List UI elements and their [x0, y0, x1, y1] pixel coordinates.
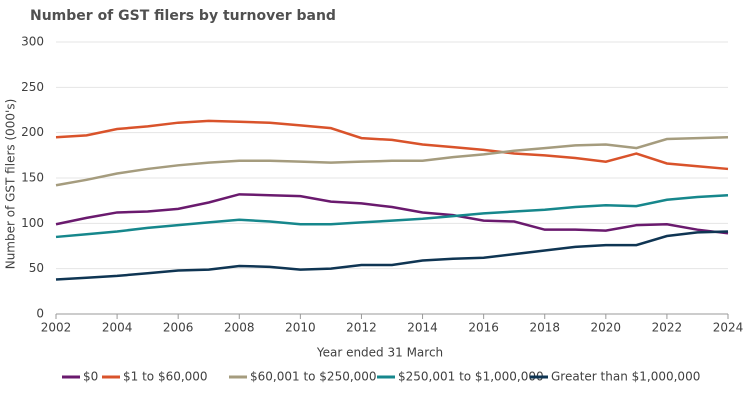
x-tick-label: 2016 — [468, 321, 499, 335]
x-tick-label: 2004 — [102, 321, 133, 335]
x-tick-label: 2006 — [163, 321, 194, 335]
y-tick-label: 150 — [21, 171, 44, 185]
y-tick-label: 250 — [21, 80, 44, 94]
y-tick-label: 200 — [21, 125, 44, 139]
x-tick-label: 2024 — [713, 321, 744, 335]
series-line — [55, 193, 729, 239]
legend-label: $250,001 to $1,000,000 — [398, 370, 544, 384]
chart-title: Number of GST filers by turnover band — [30, 8, 336, 24]
x-tick-label: 2002 — [41, 321, 72, 335]
y-tick-label: 100 — [21, 216, 44, 230]
series-line — [55, 193, 729, 235]
y-axis-label: Number of GST filers (000's) — [4, 99, 18, 270]
x-tick-label: 2012 — [346, 321, 377, 335]
x-tick-label: 2022 — [652, 321, 683, 335]
x-tick-label: 2014 — [407, 321, 438, 335]
series-line — [55, 119, 729, 171]
x-tick-label: 2020 — [591, 321, 622, 335]
legend-label: $0 — [83, 370, 98, 384]
legend-label: $1 to $60,000 — [123, 370, 208, 384]
series-line — [55, 135, 729, 187]
x-tick-label: 2008 — [224, 321, 255, 335]
legend-label: $60,001 to $250,000 — [250, 370, 377, 384]
y-tick-label: 50 — [29, 261, 44, 275]
y-tick-label: 300 — [21, 35, 44, 49]
y-tick-label: 0 — [36, 307, 44, 321]
x-tick-label: 2018 — [529, 321, 560, 335]
x-tick-label: 2010 — [285, 321, 316, 335]
series-line — [55, 230, 729, 281]
x-axis-label: Year ended 31 March — [316, 346, 443, 360]
legend-label: Greater than $1,000,000 — [551, 370, 700, 384]
